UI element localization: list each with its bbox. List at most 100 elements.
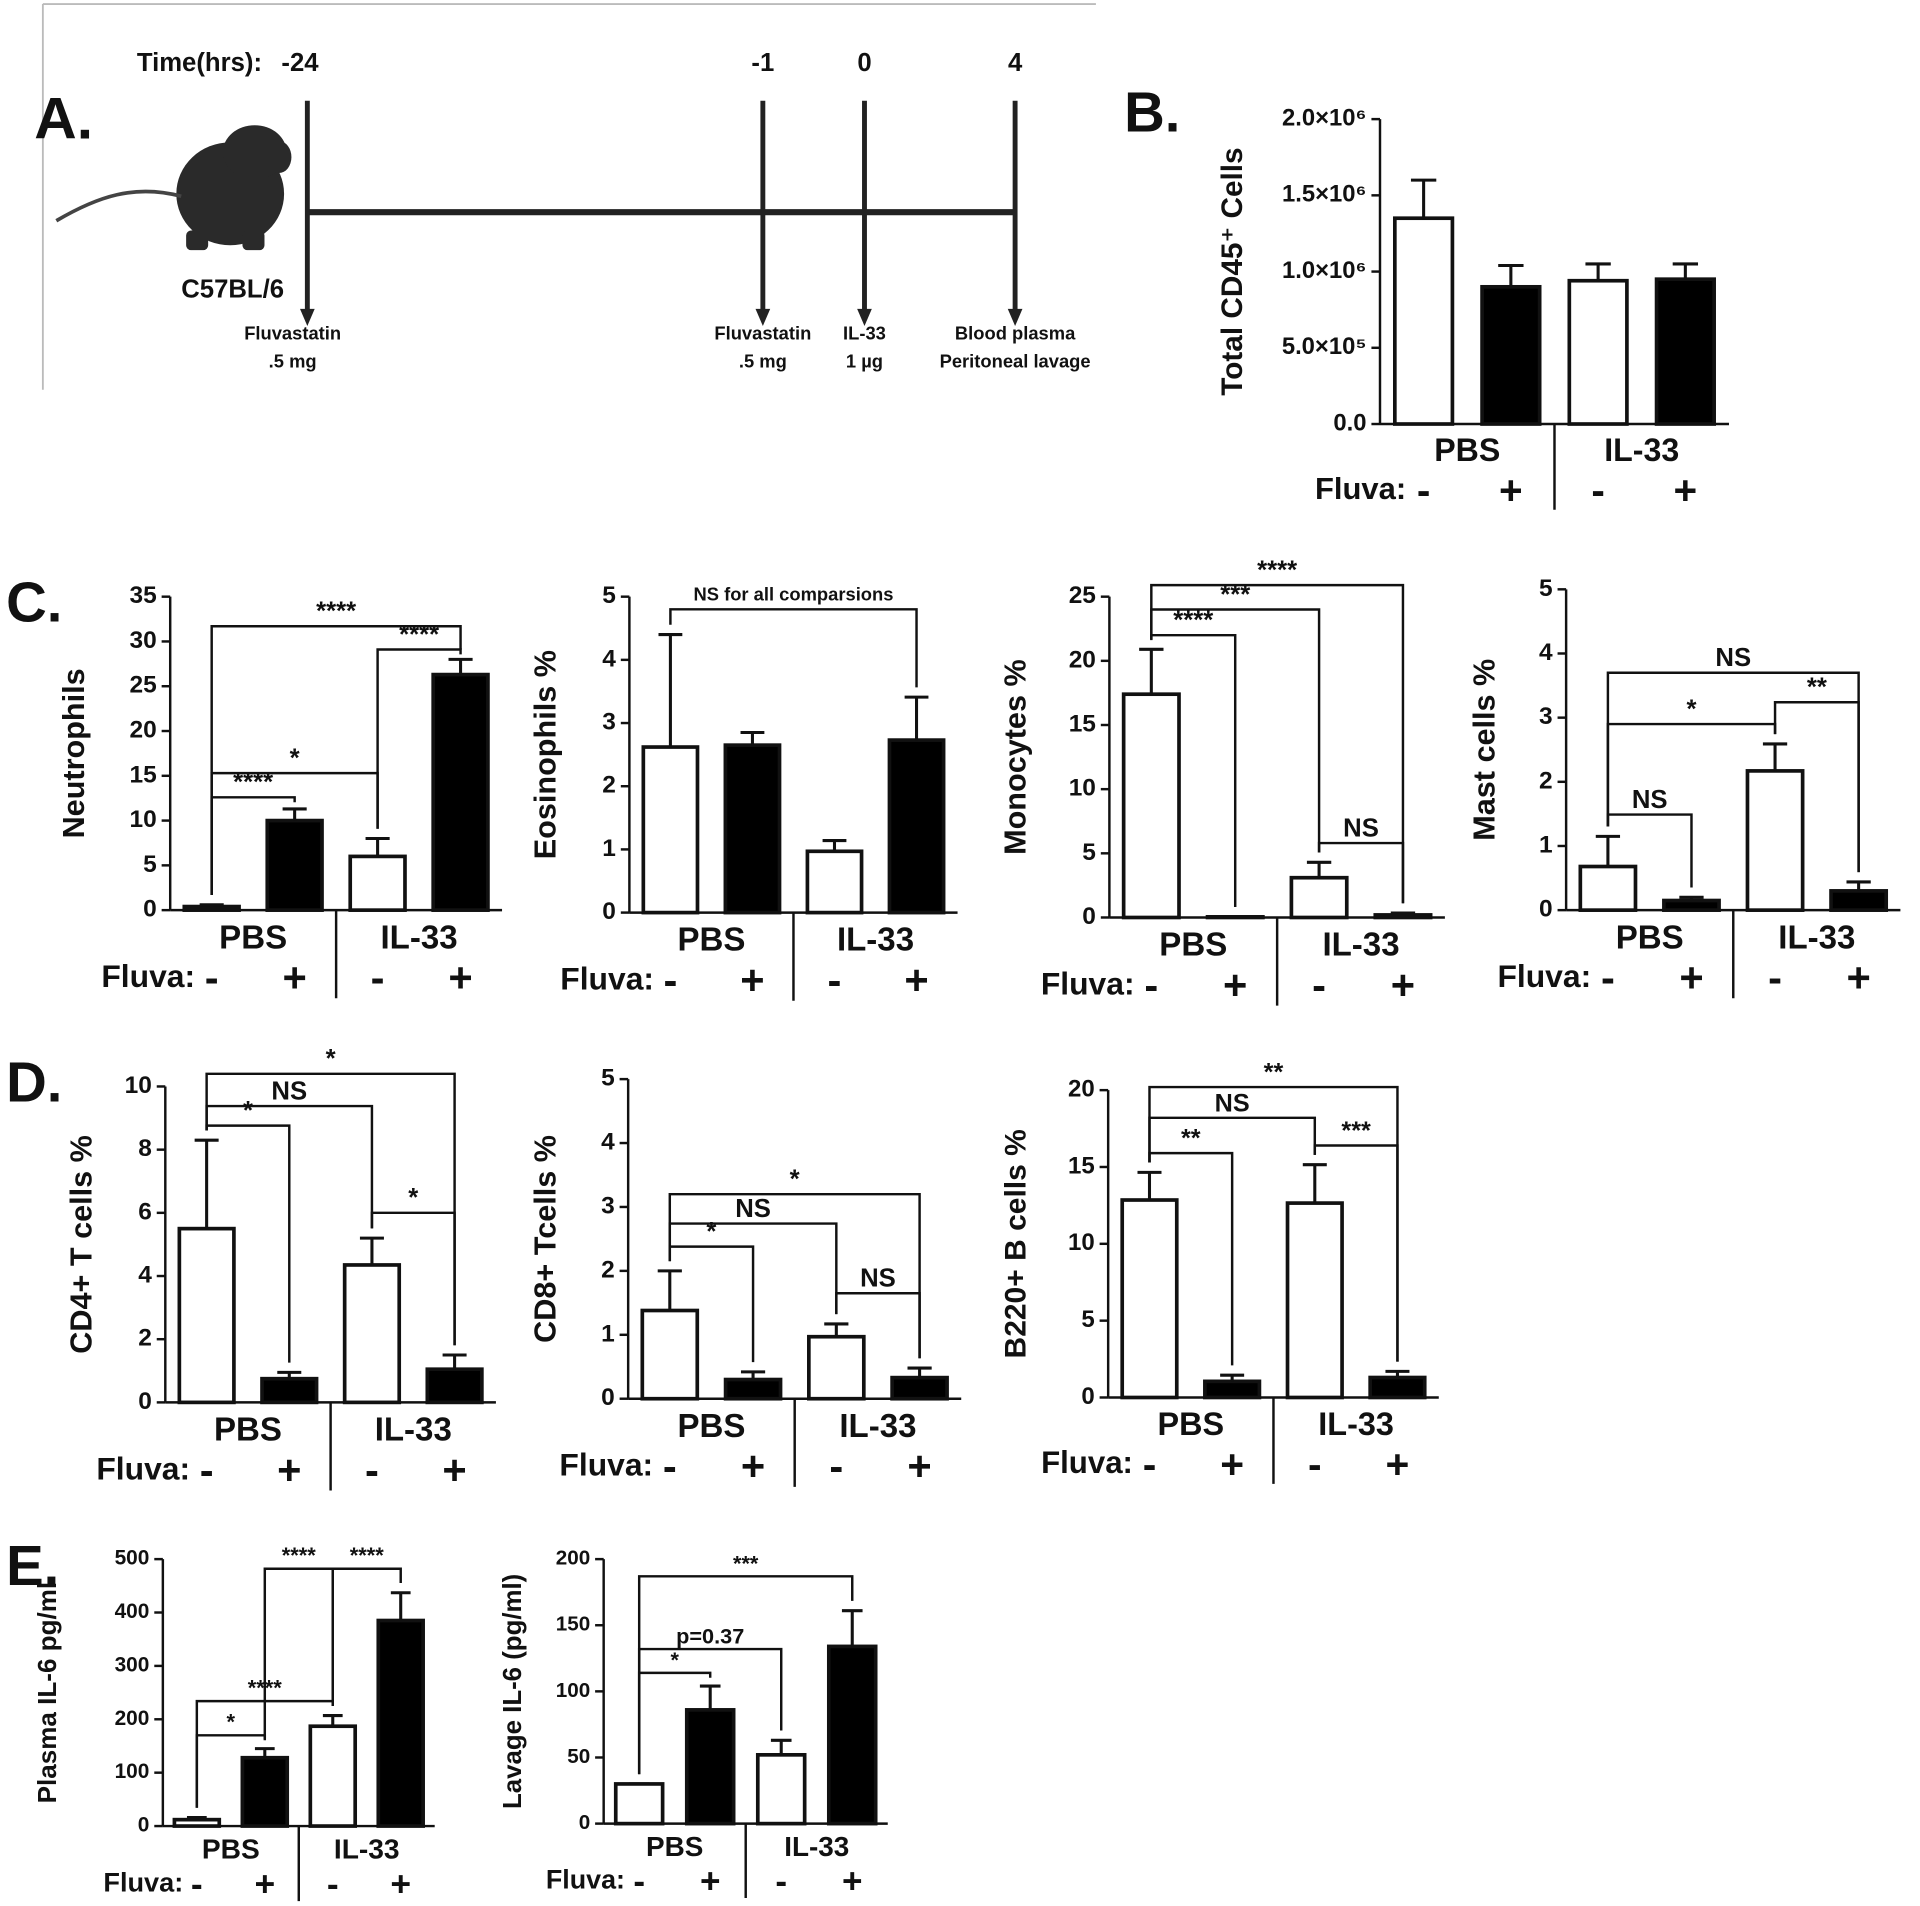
bar (1120, 1198, 1179, 1400)
y-tick-label: 2 (602, 772, 616, 799)
error-bar (1679, 895, 1704, 901)
bar (805, 849, 864, 915)
y-tick-label: 0 (143, 896, 157, 923)
y-tick-label: 10 (130, 806, 157, 833)
y-axis-label: CD4+ T cells % (64, 1135, 98, 1354)
event-note: .5 mg (269, 351, 317, 372)
bar (890, 1375, 949, 1401)
arrow-head (755, 308, 771, 327)
category-label: - (1144, 962, 1158, 1009)
error-bar (658, 633, 683, 748)
significance-bracket (205, 1072, 456, 1346)
mouse-icon (55, 125, 292, 251)
significance-bracket (210, 625, 462, 895)
group-label: IL-33 (1318, 1406, 1394, 1442)
y-tick-label: 5 (1081, 1306, 1094, 1333)
y-tick-label: 15 (130, 761, 157, 788)
category-label: + (907, 1443, 931, 1490)
error-bar (1846, 880, 1871, 891)
y-tick-label: 5 (1082, 839, 1096, 866)
y-tick-label: 20 (1069, 646, 1096, 673)
significance-label: * (227, 1710, 236, 1735)
error-bar (657, 1269, 682, 1311)
significance-bracket (835, 1292, 921, 1359)
error-bar (822, 839, 847, 852)
group-label: IL-33 (837, 922, 914, 959)
significance-bracket (370, 1211, 456, 1346)
category-label: + (1674, 467, 1698, 513)
category-label: + (1846, 954, 1870, 1001)
error-bar (359, 1236, 384, 1265)
y-tick-label: 10 (1069, 775, 1096, 802)
y-tick-label: 0 (601, 1384, 615, 1411)
y-tick-label: 15 (1069, 710, 1096, 737)
error-bar (322, 1714, 343, 1727)
category-label: + (1220, 1441, 1244, 1487)
bar (342, 1263, 402, 1405)
error-bar (1220, 1373, 1245, 1382)
y-tick-label: 8 (138, 1135, 152, 1162)
group-label: PBS (214, 1412, 282, 1449)
y-tick-label: 4 (601, 1129, 615, 1156)
error-bar (390, 1591, 411, 1621)
category-label: - (1312, 962, 1326, 1009)
significance-label: ** (1181, 1125, 1201, 1153)
bar (826, 1644, 878, 1826)
error-bar (1390, 911, 1416, 915)
y-tick-label: 200 (556, 1547, 590, 1570)
y-axis-label: Neutrophils (57, 668, 91, 838)
y-tick-label: 25 (1069, 582, 1096, 609)
y-axis-label: CD8+ Tcells % (528, 1135, 562, 1343)
category-label: - (663, 957, 677, 1004)
category-label: - (775, 1862, 787, 1901)
row-label: Fluva: (1315, 471, 1406, 506)
category-label: - (205, 954, 219, 1001)
error-bar (1137, 1170, 1162, 1201)
category-label: - (1591, 467, 1604, 513)
y-axis-label: Mast cells % (1468, 659, 1502, 841)
bar (723, 1377, 783, 1401)
significance-label: **** (1257, 556, 1297, 584)
significance-label: * (408, 1184, 418, 1212)
y-tick-label: 2.0×10⁶ (1282, 104, 1366, 131)
error-bar (442, 1353, 467, 1370)
y-tick-label: 35 (130, 582, 157, 609)
y-tick-label: 4 (602, 645, 616, 672)
bar (755, 1753, 807, 1826)
significance-label: NS (860, 1265, 896, 1293)
group-label: IL-33 (1778, 919, 1855, 956)
significance-bracket (1606, 671, 1860, 873)
y-tick-label: 0 (1539, 896, 1553, 923)
y-tick-label: 0 (579, 1811, 591, 1834)
error-bar (365, 836, 390, 857)
arrow-head (857, 308, 872, 327)
bar (1285, 1201, 1344, 1400)
y-tick-label: 1.5×10⁶ (1282, 181, 1366, 208)
category-label: + (700, 1862, 721, 1901)
strain-label: C57BL/6 (181, 275, 284, 303)
y-tick-label: 1 (1539, 831, 1553, 858)
y-tick-label: 0 (1082, 903, 1096, 930)
error-bar (1302, 1163, 1327, 1204)
y-tick-label: 0 (138, 1814, 150, 1837)
category-label: - (1308, 1441, 1322, 1487)
significance-label: NS for all comparsions (693, 584, 893, 605)
row-label: Fluva: (96, 1450, 190, 1486)
bar (1745, 769, 1805, 912)
bar (348, 854, 407, 912)
mouse-foot (186, 230, 209, 251)
error-bar (1498, 263, 1524, 287)
significance-label: p=0.37 (676, 1623, 744, 1648)
category-label: - (1417, 467, 1430, 513)
arrow-head (300, 308, 315, 327)
y-tick-label: 15 (1068, 1152, 1095, 1179)
y-tick-label: 4 (1539, 639, 1553, 666)
category-label: - (663, 1443, 677, 1490)
row-label: Fluva: (560, 961, 654, 997)
panel-label: D. (6, 1050, 62, 1113)
error-bar (1585, 262, 1611, 281)
bar (1203, 1379, 1262, 1400)
arrow-head (1007, 308, 1023, 327)
y-tick-label: 5 (602, 582, 616, 609)
significance-label: ** (1264, 1059, 1284, 1087)
